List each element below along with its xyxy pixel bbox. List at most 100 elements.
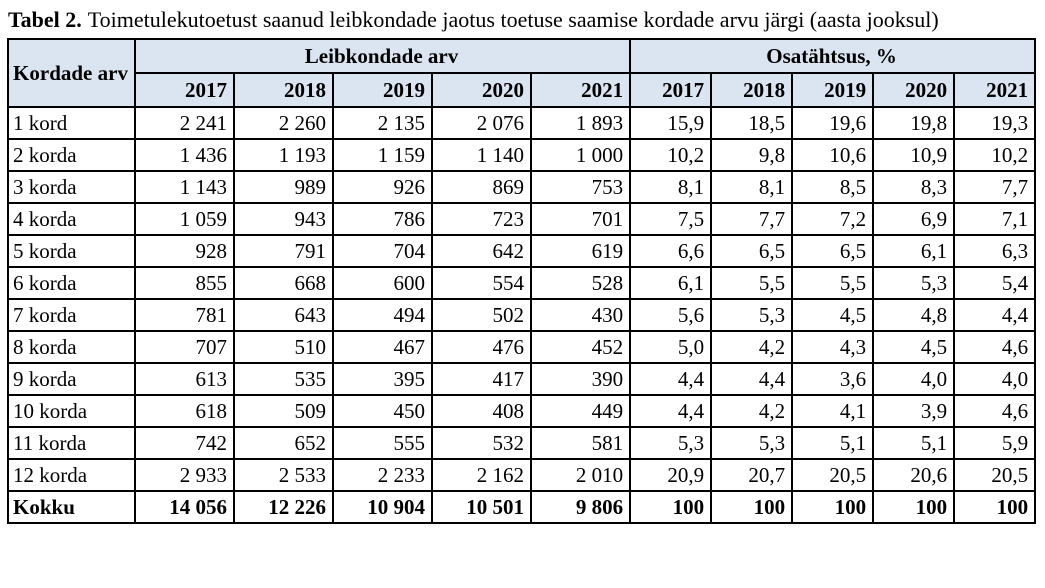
- share-cell: 4,4: [953, 298, 1037, 332]
- count-cell: 449: [529, 394, 632, 428]
- row-label: 9 korda: [7, 362, 136, 396]
- table-row: 8 korda 707 510 467 476 452 5,0 4,2 4,3 4,5 4,6: [7, 330, 1037, 364]
- row-label: 10 korda: [7, 394, 136, 428]
- share-cell: 10,2: [629, 138, 713, 172]
- row-label: 5 korda: [7, 234, 136, 268]
- share-cell: 4,2: [710, 394, 794, 428]
- count-cell: 494: [332, 298, 433, 332]
- count-cell: 1 436: [134, 138, 235, 172]
- count-cell: 1 140: [431, 138, 532, 172]
- share-cell: 20,5: [791, 458, 875, 492]
- table-row: 2 korda 1 436 1 193 1 159 1 140 1 000 10,2 9,8 1…: [7, 138, 1037, 172]
- count-cell: 742: [134, 426, 235, 460]
- count-cell: 467: [332, 330, 433, 364]
- table-body: 1 kord 2 241 2 260 2 135 2 076 1 893 15,9 18,5 1…: [7, 106, 1037, 492]
- count-cell: 2 233: [332, 458, 433, 492]
- row-label: 8 korda: [7, 330, 136, 364]
- year-header-counts: 2019: [332, 72, 433, 108]
- share-cell: 8,5: [791, 170, 875, 204]
- count-cell: 707: [134, 330, 235, 364]
- total-share-cell: 100: [629, 490, 713, 524]
- count-cell: 502: [431, 298, 532, 332]
- count-cell: 723: [431, 202, 532, 236]
- share-cell: 4,4: [629, 394, 713, 428]
- count-cell: 509: [233, 394, 334, 428]
- share-cell: 5,3: [629, 426, 713, 460]
- share-cell: 20,9: [629, 458, 713, 492]
- count-cell: 2 076: [431, 106, 532, 140]
- count-cell: 668: [233, 266, 334, 300]
- table-caption: Tabel 2. Toimetulekutoetust saanud leibko…: [8, 6, 968, 34]
- share-cell: 10,9: [872, 138, 956, 172]
- share-cell: 5,3: [872, 266, 956, 300]
- table-row: 6 korda 855 668 600 554 528 6,1 5,5 5,5 5,3 5,4: [7, 266, 1037, 300]
- share-cell: 5,1: [791, 426, 875, 460]
- total-count-cell: 12 226: [233, 490, 334, 524]
- count-cell: 2 135: [332, 106, 433, 140]
- share-cell: 6,5: [710, 234, 794, 268]
- year-header-shares: 2019: [791, 72, 875, 108]
- corner-header: Kordade arv: [7, 38, 136, 108]
- count-cell: 786: [332, 202, 433, 236]
- count-cell: 1 159: [332, 138, 433, 172]
- count-cell: 943: [233, 202, 334, 236]
- share-cell: 8,3: [872, 170, 956, 204]
- share-cell: 5,6: [629, 298, 713, 332]
- table-header: Kordade arv Leibkondade arv Osatähtsus, …: [7, 38, 1037, 108]
- share-cell: 5,5: [791, 266, 875, 300]
- count-cell: 2 241: [134, 106, 235, 140]
- share-cell: 20,7: [710, 458, 794, 492]
- share-cell: 7,5: [629, 202, 713, 236]
- count-cell: 652: [233, 426, 334, 460]
- year-header-counts: 2017: [134, 72, 235, 108]
- count-cell: 1 000: [529, 138, 632, 172]
- total-share-cell: 100: [710, 490, 794, 524]
- table-row: 1 kord 2 241 2 260 2 135 2 076 1 893 15,9 18,5 1…: [7, 106, 1037, 140]
- share-cell: 18,5: [710, 106, 794, 140]
- count-cell: 1 193: [233, 138, 334, 172]
- total-count-cell: 10 501: [431, 490, 532, 524]
- table-caption-text: Toimetulekutoetust saanud leibkondade ja…: [87, 7, 939, 32]
- share-cell: 4,8: [872, 298, 956, 332]
- count-cell: 600: [332, 266, 433, 300]
- year-header-shares: 2021: [953, 72, 1037, 108]
- total-label: Kokku: [7, 490, 136, 524]
- table-row: 12 korda 2 933 2 533 2 233 2 162 2 010 20,9 20,…: [7, 458, 1037, 492]
- count-cell: 450: [332, 394, 433, 428]
- table-row: 4 korda 1 059 943 786 723 701 7,5 7,7 7,2 6,9 7,1: [7, 202, 1037, 236]
- count-cell: 989: [233, 170, 334, 204]
- share-cell: 8,1: [629, 170, 713, 204]
- count-cell: 928: [134, 234, 235, 268]
- share-cell: 19,6: [791, 106, 875, 140]
- count-cell: 791: [233, 234, 334, 268]
- share-cell: 6,1: [629, 266, 713, 300]
- count-cell: 753: [529, 170, 632, 204]
- share-cell: 10,6: [791, 138, 875, 172]
- row-label: 3 korda: [7, 170, 136, 204]
- document-page: Tabel 2. Toimetulekutoetust saanud leibko…: [0, 6, 1045, 524]
- share-cell: 4,6: [953, 330, 1037, 364]
- count-cell: 2 933: [134, 458, 235, 492]
- count-cell: 554: [431, 266, 532, 300]
- count-cell: 535: [233, 362, 334, 396]
- total-share-cell: 100: [791, 490, 875, 524]
- row-label: 12 korda: [7, 458, 136, 492]
- count-cell: 2 010: [529, 458, 632, 492]
- share-cell: 5,5: [710, 266, 794, 300]
- share-cell: 5,3: [710, 298, 794, 332]
- share-cell: 4,3: [791, 330, 875, 364]
- share-cell: 19,8: [872, 106, 956, 140]
- share-cell: 15,9: [629, 106, 713, 140]
- share-cell: 3,6: [791, 362, 875, 396]
- year-header-shares: 2017: [629, 72, 713, 108]
- table-footer: Kokku 14 056 12 226 10 904 10 501 9 806 …: [7, 490, 1037, 524]
- count-cell: 643: [233, 298, 334, 332]
- count-cell: 619: [529, 234, 632, 268]
- share-cell: 6,5: [791, 234, 875, 268]
- share-cell: 7,2: [791, 202, 875, 236]
- table-row: 11 korda 742 652 555 532 581 5,3 5,3 5,1 5,1 5,9: [7, 426, 1037, 460]
- share-cell: 4,5: [791, 298, 875, 332]
- count-cell: 1 893: [529, 106, 632, 140]
- table-row: 3 korda 1 143 989 926 869 753 8,1 8,1 8,5 8,3 7,7: [7, 170, 1037, 204]
- row-label: 6 korda: [7, 266, 136, 300]
